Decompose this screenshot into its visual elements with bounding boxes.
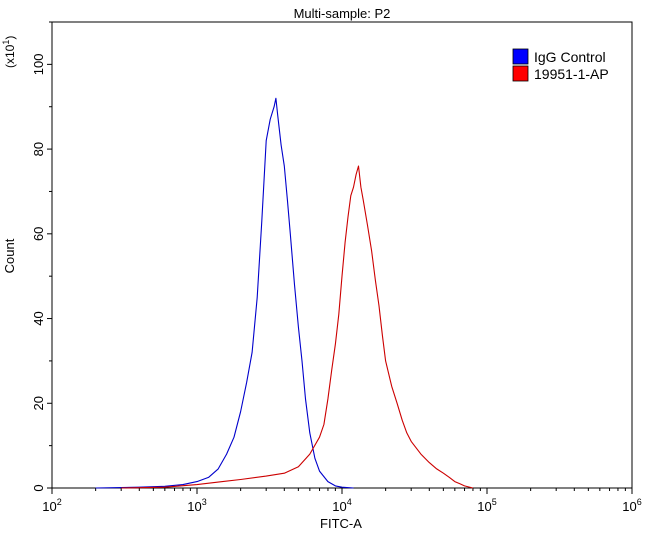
x-tick-label-exponent: 3	[202, 497, 207, 507]
x-tick-label-exponent: 2	[57, 497, 62, 507]
x-tick-label-base: 10	[332, 499, 346, 514]
y-tick-label-20: 20	[31, 396, 46, 410]
legend-swatch-19951-1-ap	[512, 65, 529, 82]
y-multiplier-exponent: 1	[1, 40, 11, 45]
legend-label-igg-control: IgG Control	[534, 49, 606, 65]
x-axis-label: FITC-A	[320, 516, 362, 531]
x-tick-label-1e5: 105	[477, 497, 496, 514]
y-tick-label-0: 0	[31, 484, 46, 491]
x-tick-label-exponent: 5	[492, 497, 497, 507]
y-tick-label-100: 100	[31, 54, 46, 76]
y-multiplier-base: (x10	[3, 44, 17, 68]
y-tick-label-80: 80	[31, 142, 46, 156]
series-line-19951-1-ap	[121, 165, 474, 489]
chart-title: Multi-sample: P2	[294, 6, 391, 21]
x-tick-label-exponent: 6	[637, 497, 642, 507]
legend-swatch-igg-control	[512, 48, 529, 65]
x-tick-label-base: 10	[477, 499, 491, 514]
x-tick-label-1e6: 106	[622, 497, 641, 514]
y-axis-label: Count	[2, 238, 17, 273]
x-tick-label-1e4: 104	[332, 497, 351, 514]
legend-label-19951-1-ap: 19951-1-AP	[534, 66, 609, 82]
y-tick-label-60: 60	[31, 227, 46, 241]
series-line-igg-control	[95, 97, 354, 489]
y-axis-multiplier: (x101)	[1, 36, 17, 68]
plot-frame	[51, 21, 633, 489]
x-tick-label-base: 10	[187, 499, 201, 514]
x-tick-label-base: 10	[42, 499, 56, 514]
legend: IgG Control 19951-1-AP	[512, 48, 609, 82]
x-tick-label-1e3: 103	[187, 497, 206, 514]
x-tick-label-1e2: 102	[42, 497, 61, 514]
y-tick-label-40: 40	[31, 311, 46, 325]
x-tick-label-exponent: 4	[347, 497, 352, 507]
x-tick-label-base: 10	[622, 499, 636, 514]
y-multiplier-close: )	[3, 36, 17, 40]
